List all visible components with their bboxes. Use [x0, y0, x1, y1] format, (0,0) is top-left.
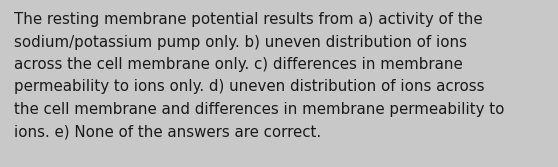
Text: sodium/potassium pump only. b) uneven distribution of ions: sodium/potassium pump only. b) uneven di…: [14, 35, 467, 49]
Text: across the cell membrane only. c) differences in membrane: across the cell membrane only. c) differ…: [14, 57, 463, 72]
Text: The resting membrane potential results from a) activity of the: The resting membrane potential results f…: [14, 12, 483, 27]
Text: the cell membrane and differences in membrane permeability to: the cell membrane and differences in mem…: [14, 102, 504, 117]
Text: permeability to ions only. d) uneven distribution of ions across: permeability to ions only. d) uneven dis…: [14, 79, 484, 95]
Text: ions. e) None of the answers are correct.: ions. e) None of the answers are correct…: [14, 125, 321, 139]
